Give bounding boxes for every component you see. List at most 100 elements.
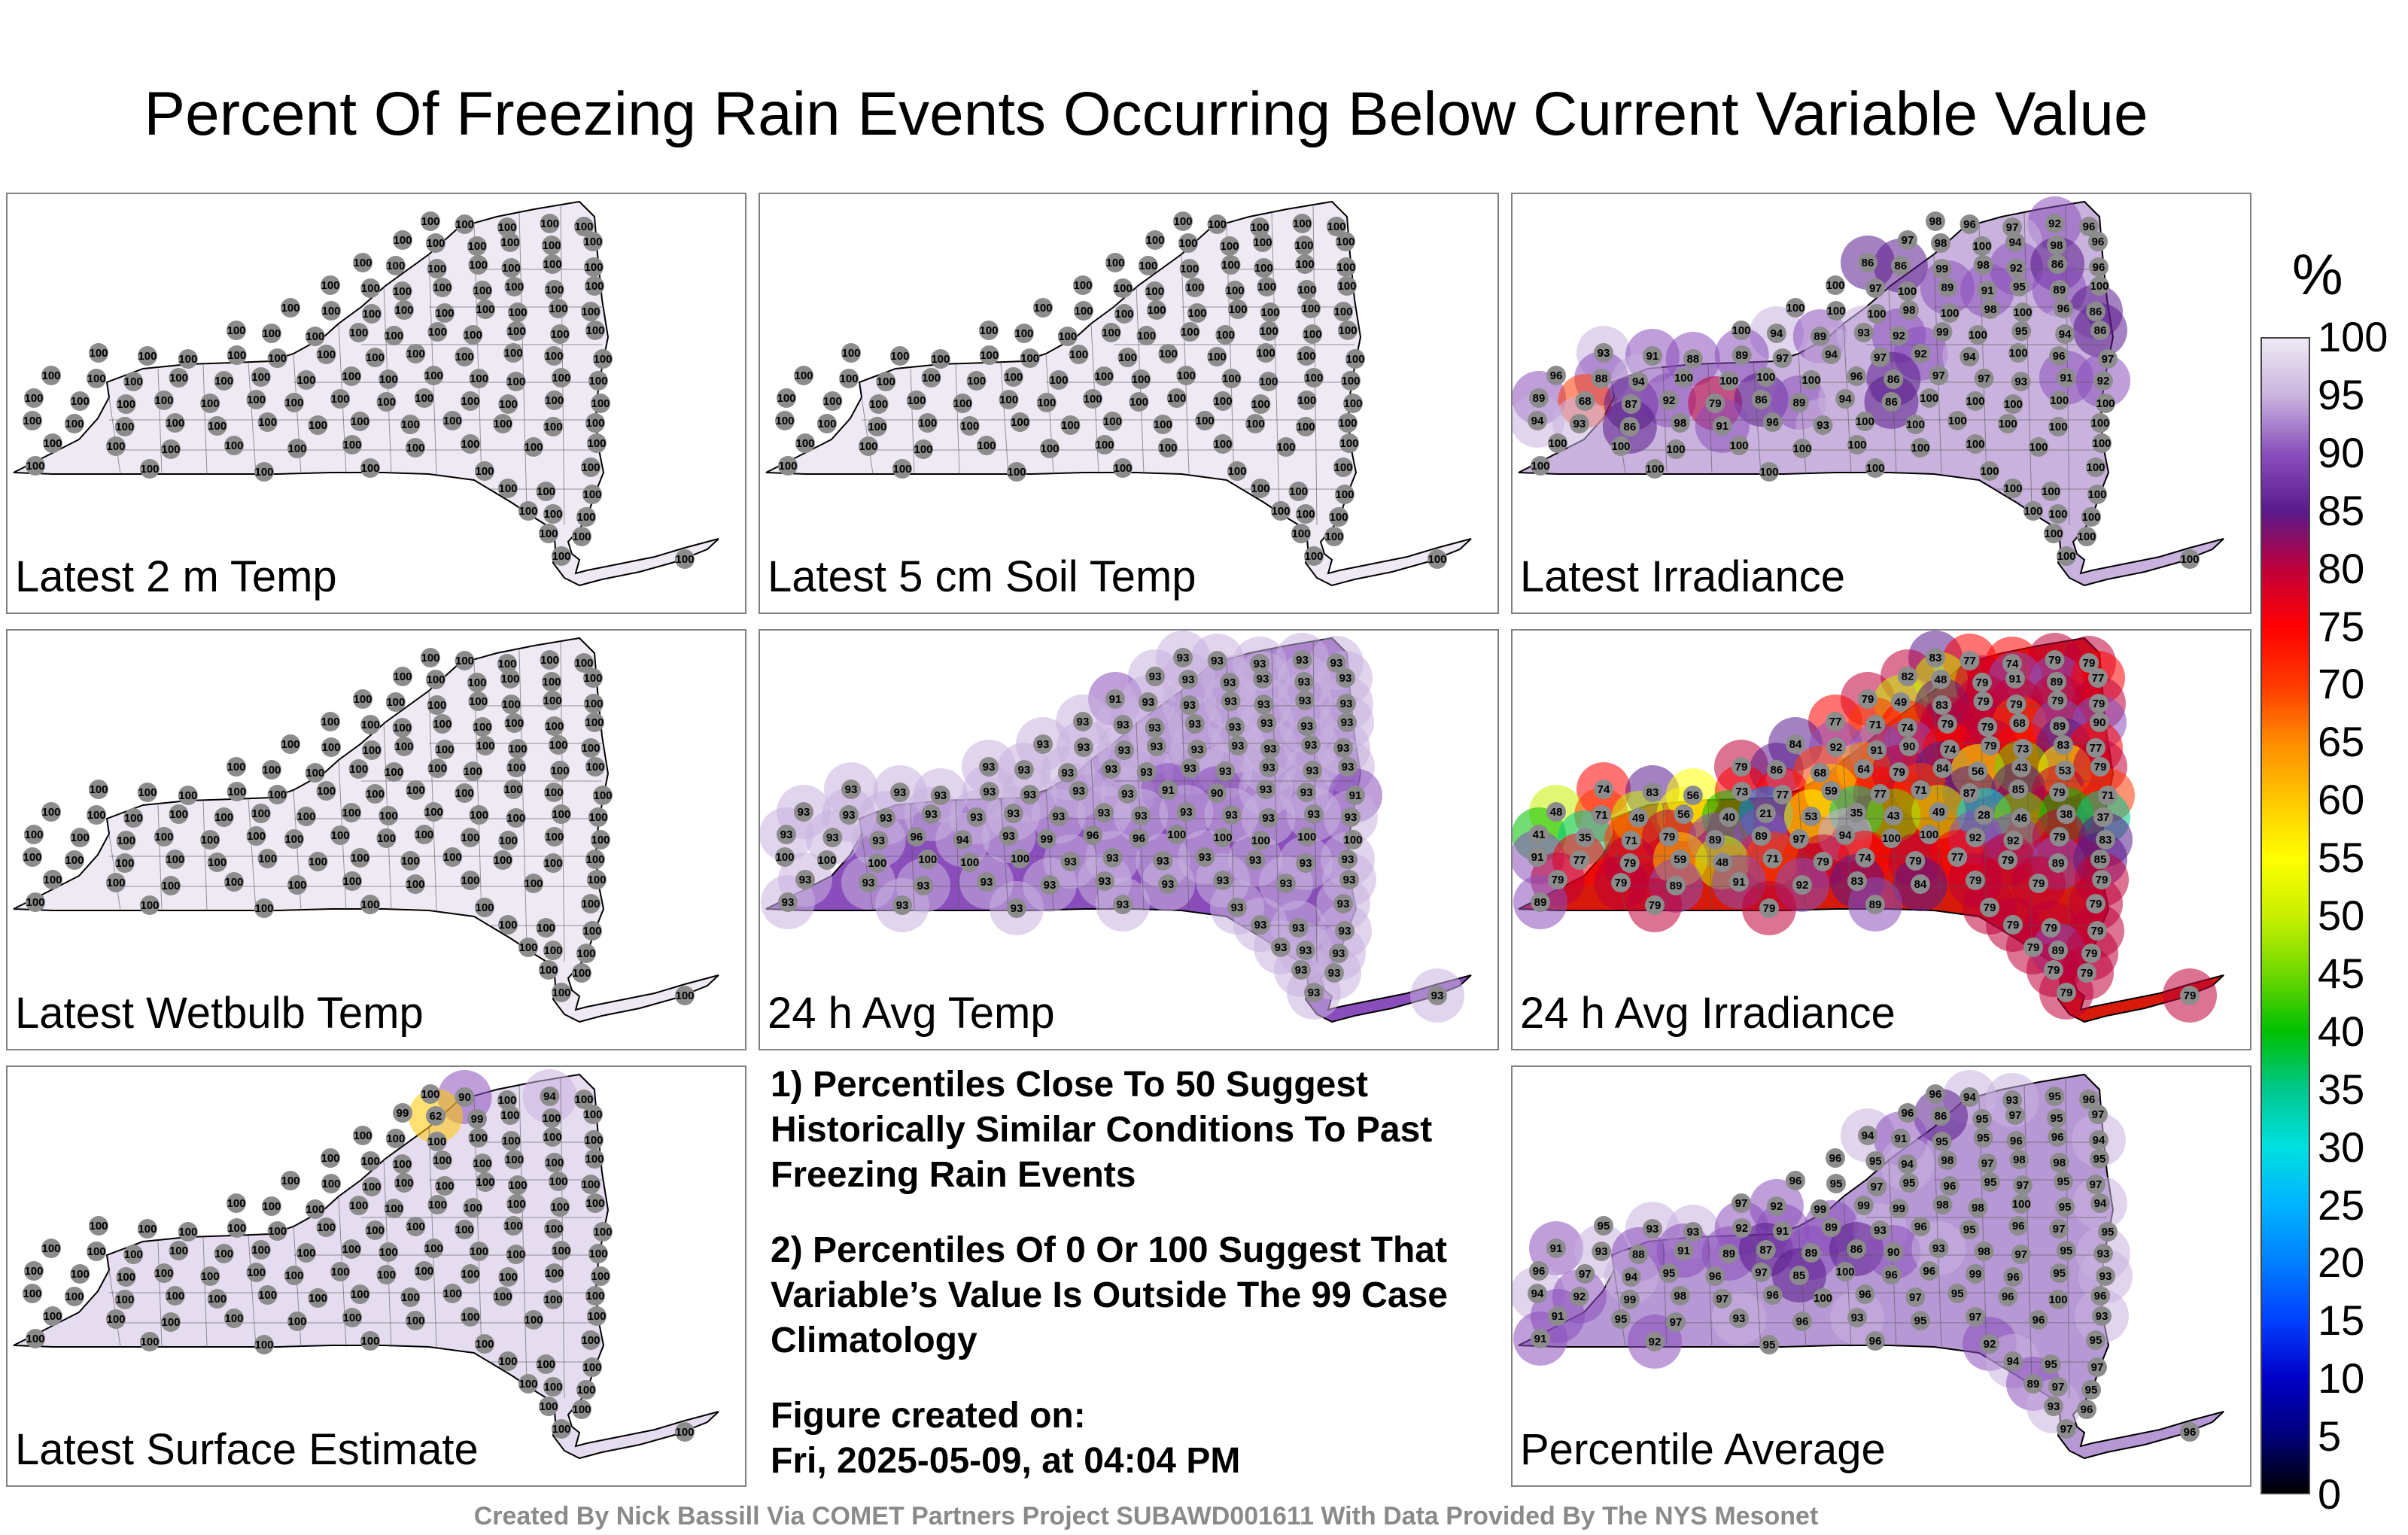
station-value: 100 (385, 766, 403, 779)
station-marker: 79 (1978, 717, 1998, 737)
station-value: 100 (572, 967, 591, 980)
station-value: 100 (281, 1175, 299, 1187)
station-marker: 93 (2093, 1244, 2113, 1263)
station-marker: 93 (1324, 963, 1344, 983)
station-value: 86 (1894, 260, 1907, 272)
station-dot (207, 853, 227, 872)
station-marker: 100 (267, 1221, 287, 1241)
station-dot (308, 415, 328, 435)
station-marker: 100 (64, 850, 84, 870)
station-value: 100 (892, 463, 911, 476)
station-marker: 95 (1911, 1311, 1930, 1330)
station-value: 93 (934, 789, 947, 802)
station-value: 93 (1328, 967, 1341, 980)
station-marker: 77 (2086, 738, 2105, 758)
station-marker: 86 (1619, 417, 1640, 436)
station-marker: 100 (1180, 322, 1200, 342)
station-marker: 95 (1972, 1109, 1992, 1129)
station-value: 100 (421, 215, 439, 228)
station-dot (365, 784, 385, 804)
station-dot (576, 1380, 596, 1400)
station-dot (467, 1109, 487, 1129)
station-marker: 97 (1898, 230, 1917, 250)
station-dot (476, 1172, 495, 1192)
station-dot (1131, 369, 1151, 389)
station-dot (1998, 1287, 2018, 1306)
station-marker: 99 (1853, 1196, 1874, 1215)
station-value: 99 (1936, 326, 1949, 339)
station-marker: 100 (506, 372, 526, 391)
station-marker: 100 (116, 831, 136, 850)
station-marker: 93 (1073, 712, 1093, 731)
station-marker: 100 (591, 1266, 610, 1286)
station-marker: 100 (254, 898, 274, 918)
station-value: 79 (2053, 786, 2066, 799)
station-value: 100 (227, 1197, 245, 1210)
station-value: 97 (1978, 372, 1990, 385)
station-dot (1094, 366, 1114, 386)
station-dot (959, 853, 980, 872)
station-marker: 91 (1158, 780, 1178, 800)
station-value: 48 (1550, 806, 1563, 819)
station-value: 100 (840, 372, 859, 385)
station-marker: 79 (2057, 983, 2076, 1002)
station-value: 100 (2050, 394, 2069, 407)
station-marker: 93 (1297, 783, 1317, 802)
county-line (1000, 362, 1009, 475)
station-value: 100 (585, 280, 604, 293)
station-dot (504, 713, 524, 733)
station-dot (316, 345, 336, 364)
station-marker: 100 (2096, 394, 2115, 413)
station-marker: 79 (1972, 673, 1992, 692)
station-dot (1611, 436, 1631, 456)
station-value: 68 (2013, 717, 2026, 730)
station-dot (227, 1218, 247, 1238)
colorbar-tick: 50 (2318, 892, 2365, 939)
station-marker: 96 (1960, 214, 1980, 234)
station-value: 100 (593, 353, 612, 366)
station-marker: 93 (1138, 692, 1158, 712)
station-dot (475, 1334, 494, 1354)
station-marker: 100 (392, 1154, 412, 1174)
station-value: 93 (2096, 1310, 2109, 1323)
station-marker: 100 (503, 780, 524, 799)
station-marker: 92 (1645, 1332, 1665, 1351)
station-value: 100 (461, 831, 480, 844)
station-dot (1865, 458, 1885, 478)
station-value: 100 (504, 347, 523, 360)
station-value: 77 (1829, 716, 1842, 728)
station-value: 100 (494, 418, 512, 430)
station-dot (2002, 1090, 2022, 1110)
station-dot (1751, 1263, 1771, 1282)
station-dot (536, 918, 556, 938)
station-value: 71 (1914, 784, 1927, 797)
station-value: 100 (1297, 284, 1316, 296)
station-dot (214, 1244, 234, 1263)
county-line (1753, 1235, 1762, 1348)
station-marker: 94 (2090, 1193, 2110, 1213)
station-dot (376, 392, 397, 412)
station-value: 41 (1533, 828, 1546, 841)
panel-latest-2m-temp: 100 100 100 100 100 100 100 100 100 100 100 100 100 1… (6, 193, 746, 614)
station-marker: 100 (1010, 412, 1030, 432)
station-marker: 100 (89, 1216, 108, 1236)
station-marker: 100 (542, 236, 561, 255)
station-dot (2047, 1108, 2066, 1128)
station-dot (2049, 827, 2069, 847)
station-marker: 74 (1897, 718, 1917, 737)
station-marker: 100 (350, 412, 370, 431)
station-dot (2180, 1422, 2200, 1442)
county-line (428, 1126, 437, 1348)
station-dot (587, 433, 607, 453)
station-marker: 79 (1998, 850, 2018, 870)
station-value: 100 (507, 325, 526, 338)
station-dot (1867, 740, 1887, 760)
station-marker: 95 (1659, 1263, 1679, 1283)
station-value: 100 (1786, 302, 1804, 315)
station-marker: 100 (2023, 501, 2043, 521)
station-value: 74 (1901, 722, 1914, 734)
station-value: 100 (2042, 485, 2060, 498)
station-dot (1020, 785, 1040, 804)
station-marker: 100 (544, 827, 564, 847)
station-dot (1333, 894, 1353, 913)
